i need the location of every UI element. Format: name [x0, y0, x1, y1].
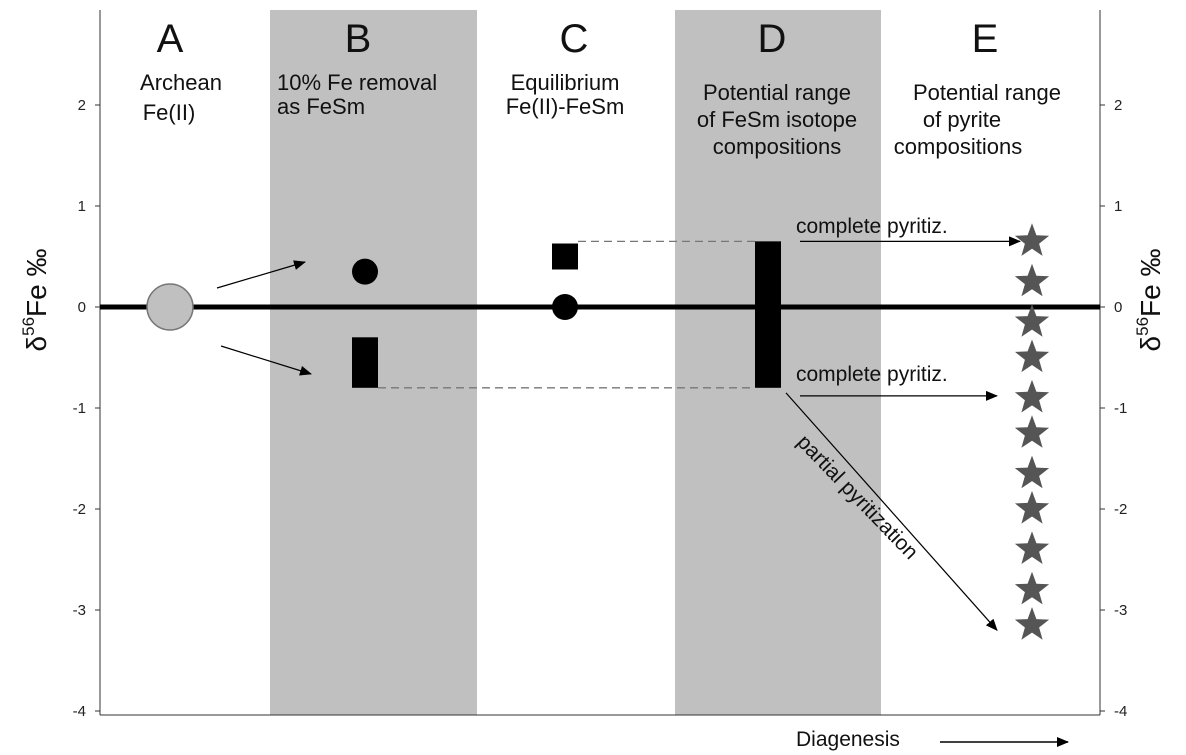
column-e-desc-1: Potential range: [913, 80, 1061, 105]
archean-fe-marker: [146, 283, 194, 331]
pyrite-star-marker: [1014, 304, 1050, 337]
right-axis-title: δ56Fe ‰: [1133, 249, 1166, 352]
fesm-square-marker: [552, 243, 578, 270]
column-c-desc-1: Equilibrium: [511, 70, 620, 95]
left-tick-label: -4: [73, 703, 86, 720]
right-tick-label: -4: [1114, 703, 1127, 720]
right-tick-label: -3: [1114, 602, 1127, 619]
pyrite-star-marker: [1014, 531, 1050, 564]
left-tick-label: 1: [78, 198, 86, 215]
arrow-to-fesm-circle: [216, 260, 306, 289]
pyrite-star-marker: [1014, 415, 1050, 448]
column-a-desc-1: Archean: [140, 70, 222, 95]
column-e-desc-3: compositions: [894, 134, 1022, 159]
right-tick-label: 1: [1114, 198, 1122, 215]
fesm-range-bar: [352, 337, 378, 388]
pyrite-star-marker: [1014, 379, 1050, 413]
diagenesis-label: Diagenesis: [796, 728, 900, 751]
fesm-circle-marker: [352, 258, 378, 285]
column-e-letter: E: [972, 17, 999, 61]
right-tick-label: 0: [1114, 299, 1122, 316]
column-d-desc-2: of FeSm isotope: [697, 107, 857, 132]
column-a-letter: A: [157, 17, 184, 61]
column-d-desc-3: compositions: [713, 134, 841, 159]
column-d-desc-1: Potential range: [703, 80, 851, 105]
pyrite-star-marker: [1014, 491, 1050, 524]
pyrite-star-marker: [1014, 607, 1050, 640]
column-c-letter: C: [560, 17, 589, 61]
arrow-partial-pyritization: [785, 392, 998, 631]
column-d-letter: D: [758, 17, 787, 61]
left-tick-label: -3: [73, 602, 86, 619]
right-tick-label: -1: [1114, 400, 1127, 417]
fesm-circle-marker: [552, 294, 578, 320]
column-a-desc-2: Fe(II): [143, 100, 196, 125]
left-tick-label: -1: [73, 400, 86, 417]
left-tick-label: 2: [78, 97, 86, 114]
column-c-desc-2: Fe(II)-FeSm: [506, 94, 625, 119]
axis-ticks: 2 2 1 1 0 0 -1 -1 -2 -2 -3 -3 -4 -4: [73, 97, 1128, 720]
column-b-letter: B: [345, 17, 372, 61]
complete-pyritization-top-label: complete pyritiz.: [796, 215, 948, 238]
left-tick-label: 0: [78, 299, 86, 316]
column-b-desc-1: 10% Fe removal: [277, 70, 437, 95]
pyrite-star-marker: [1014, 223, 1050, 256]
pyrite-star-marker: [1014, 571, 1050, 605]
complete-pyritization-bottom-label: complete pyritiz.: [796, 363, 948, 386]
column-b-desc-2: as FeSm: [277, 94, 365, 119]
column-e-desc-2: of pyrite: [923, 107, 1001, 132]
guide-lines: [216, 236, 1021, 631]
pyrite-star-marker: [1014, 455, 1050, 489]
data-markers: [146, 223, 1050, 640]
pyrite-star-marker: [1014, 263, 1050, 297]
right-tick-label: 2: [1114, 97, 1122, 114]
left-tick-label: -2: [73, 501, 86, 518]
right-tick-label: -2: [1114, 501, 1127, 518]
arrow-to-fesm-bar: [220, 345, 312, 376]
left-axis-title: δ56Fe ‰: [19, 249, 52, 352]
pyrite-star-marker: [1014, 339, 1050, 373]
fesm-range-bar: [755, 241, 781, 388]
